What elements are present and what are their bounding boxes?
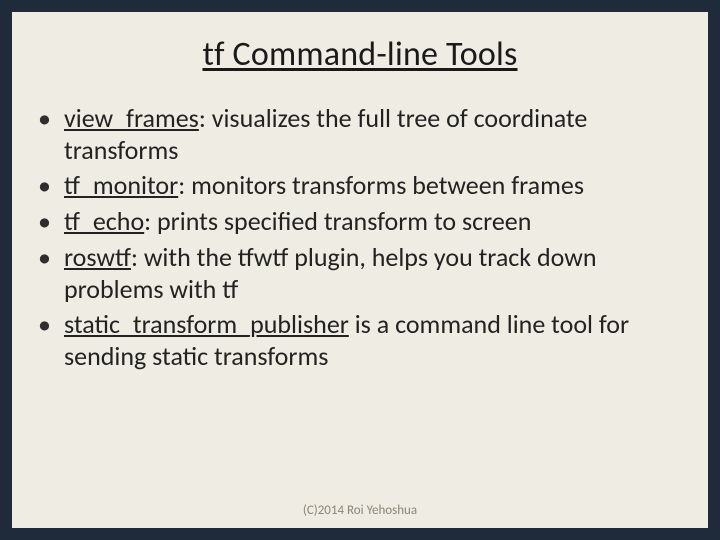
slide: tf Command-line Tools view_frames: visua… <box>12 12 708 528</box>
command-name: static_transform_publisher <box>64 308 349 340</box>
command-description: prints specified transform to screen <box>157 205 531 237</box>
command-description: with the tfwtf plugin, helps you track d… <box>64 241 597 305</box>
bullet-list: view_frames: visualizes the full tree of… <box>34 103 686 373</box>
list-item: static_transform_publisher is a command … <box>38 309 686 372</box>
separator: : <box>199 102 212 134</box>
list-item: tf_echo: prints specified transform to s… <box>38 206 686 238</box>
separator: : <box>144 205 157 237</box>
slide-title: tf Command-line Tools <box>34 34 686 75</box>
footer-copyright: (C)2014 Roi Yehoshua <box>12 503 708 518</box>
command-name: roswtf <box>64 241 131 273</box>
list-item: tf_monitor: monitors transforms between … <box>38 170 686 202</box>
list-item: roswtf: with the tfwtf plugin, helps you… <box>38 242 686 305</box>
command-name: tf_echo <box>64 205 144 237</box>
command-description: monitors transforms between frames <box>191 169 584 201</box>
command-name: tf_monitor <box>64 169 178 201</box>
separator: : <box>131 241 144 273</box>
command-name: view_frames <box>64 102 199 134</box>
list-item: view_frames: visualizes the full tree of… <box>38 103 686 166</box>
separator: : <box>178 169 191 201</box>
